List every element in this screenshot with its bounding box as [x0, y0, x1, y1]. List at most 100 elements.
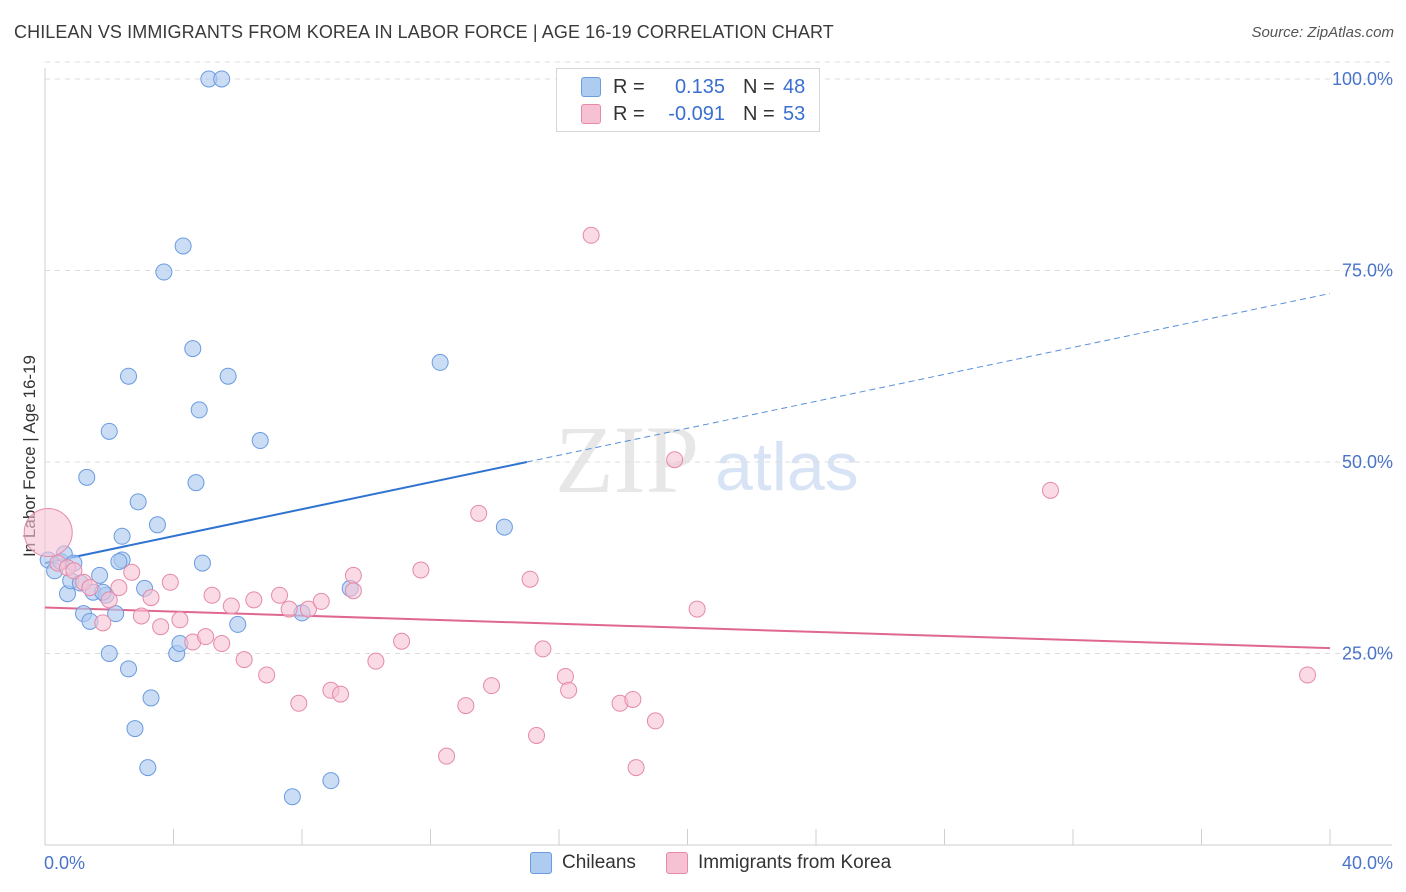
legend-r-label: R =: [613, 102, 645, 125]
korea-point: [280, 600, 298, 618]
chileans-point: [148, 516, 166, 534]
korea-point: [110, 579, 128, 597]
legend-row-chileans: R = 0.135 N = 48: [581, 74, 805, 100]
chileans-point: [431, 353, 449, 371]
chileans-point: [219, 367, 237, 385]
chileans-point: [100, 422, 118, 440]
korea-point: [222, 597, 240, 615]
korea-point: [556, 667, 574, 685]
chileans-point: [91, 566, 109, 584]
chileans-point: [78, 468, 96, 486]
korea-point: [582, 226, 600, 244]
korea-point: [528, 726, 546, 744]
chileans-point: [184, 340, 202, 358]
chileans-label: Chileans: [562, 852, 636, 873]
korea-label: Immigrants from Korea: [697, 852, 892, 873]
chileans-point: [107, 605, 125, 623]
korea-point: [666, 451, 684, 469]
korea-point: [213, 635, 231, 653]
korea-point: [152, 618, 170, 636]
korea-point: [81, 579, 99, 597]
chileans-point: [283, 788, 301, 806]
chileans-point: [251, 432, 269, 450]
watermark-atlas: atlas: [715, 429, 859, 505]
y-tick-label: 100.0%: [1332, 69, 1393, 89]
correlation-legend: R = 0.135 N = 48 R = -0.091 N = 53: [556, 68, 820, 132]
chileans-point: [120, 367, 138, 385]
tick-labels: 25.0% 50.0% 75.0% 100.0% 0.0% 40.0%: [44, 69, 1393, 873]
korea-point: [132, 607, 150, 625]
korea-point: [290, 694, 308, 712]
legend-swatch-blue: [581, 77, 601, 97]
korea-point: [393, 632, 411, 650]
korea-point: [367, 652, 385, 670]
x-tick-label: 0.0%: [44, 853, 85, 873]
korea-point: [438, 747, 456, 765]
legend-n-label: N =: [743, 102, 775, 125]
korea-point: [688, 600, 706, 618]
korea-point: [235, 651, 253, 669]
chileans-point: [174, 237, 192, 255]
chileans-point: [229, 615, 247, 633]
korea-point: [332, 685, 350, 703]
series-legend: Chileans Immigrants from Korea: [530, 852, 921, 874]
korea-point: [627, 759, 645, 777]
korea-trend-line: [44, 606, 1331, 650]
chileans-point: [190, 401, 208, 419]
chileans-point: [139, 759, 157, 777]
korea-point: [100, 591, 118, 609]
korea-point: [271, 586, 289, 604]
legend-n-value: 53: [783, 102, 806, 125]
axes: [44, 68, 1392, 846]
chileans-trend-extension: [526, 292, 1331, 463]
korea-point: [23, 507, 73, 557]
korea-point: [534, 640, 552, 658]
legend-row-korea: R = -0.091 N = 53: [581, 101, 805, 127]
chileans-trend-line: [44, 461, 528, 565]
chileans-point: [187, 474, 205, 492]
legend-n-label: N =: [743, 75, 775, 98]
korea-point: [344, 566, 362, 584]
legend-r-value: 0.135: [674, 75, 725, 98]
chileans-point: [495, 518, 513, 536]
korea-point: [258, 666, 276, 684]
legend-swatch-pink: [581, 104, 601, 124]
korea-point: [161, 573, 179, 591]
korea-point: [203, 586, 221, 604]
korea-point: [344, 582, 362, 600]
y-tick-label: 75.0%: [1342, 261, 1393, 281]
legend-item-korea: Immigrants from Korea: [665, 852, 892, 874]
korea-point: [457, 697, 475, 715]
chileans-point: [110, 553, 128, 571]
chileans-point: [100, 645, 118, 662]
korea-point: [299, 600, 317, 618]
korea-point: [197, 628, 215, 646]
source-credit: Source: ZipAtlas.com: [1251, 24, 1394, 41]
legend-item-chileans: Chileans: [530, 852, 636, 874]
korea-swatch: [665, 852, 688, 874]
korea-point: [94, 614, 112, 632]
y-tick-label: 25.0%: [1342, 644, 1393, 664]
gridlines: [45, 61, 1392, 654]
korea-point: [312, 592, 330, 610]
korea-point: [65, 562, 83, 580]
chileans-point: [142, 689, 160, 707]
korea-point: [521, 570, 539, 588]
korea-point: [171, 611, 189, 629]
chart-title: CHILEAN VS IMMIGRANTS FROM KOREA IN LABO…: [14, 22, 834, 42]
korea-point: [1042, 481, 1060, 499]
korea-point: [470, 504, 488, 522]
y-tick-label: 50.0%: [1342, 452, 1393, 472]
x-tick-label: 40.0%: [1342, 853, 1393, 873]
chileans-point: [193, 554, 211, 572]
korea-point: [483, 677, 501, 695]
chileans-point: [155, 263, 173, 281]
korea-points: [23, 226, 1317, 777]
korea-point: [245, 591, 263, 609]
trend-lines: [44, 292, 1331, 650]
chileans-point: [113, 527, 131, 545]
chileans-point: [126, 720, 144, 738]
korea-point: [624, 690, 642, 708]
korea-point: [123, 563, 141, 581]
